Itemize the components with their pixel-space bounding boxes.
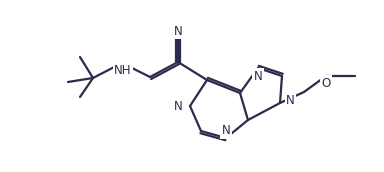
Text: N: N bbox=[174, 24, 182, 37]
Text: N: N bbox=[222, 125, 230, 137]
Text: NH: NH bbox=[114, 63, 132, 77]
Text: N: N bbox=[174, 99, 183, 112]
Text: N: N bbox=[286, 94, 295, 106]
Text: O: O bbox=[321, 77, 331, 89]
Text: N: N bbox=[253, 69, 262, 83]
